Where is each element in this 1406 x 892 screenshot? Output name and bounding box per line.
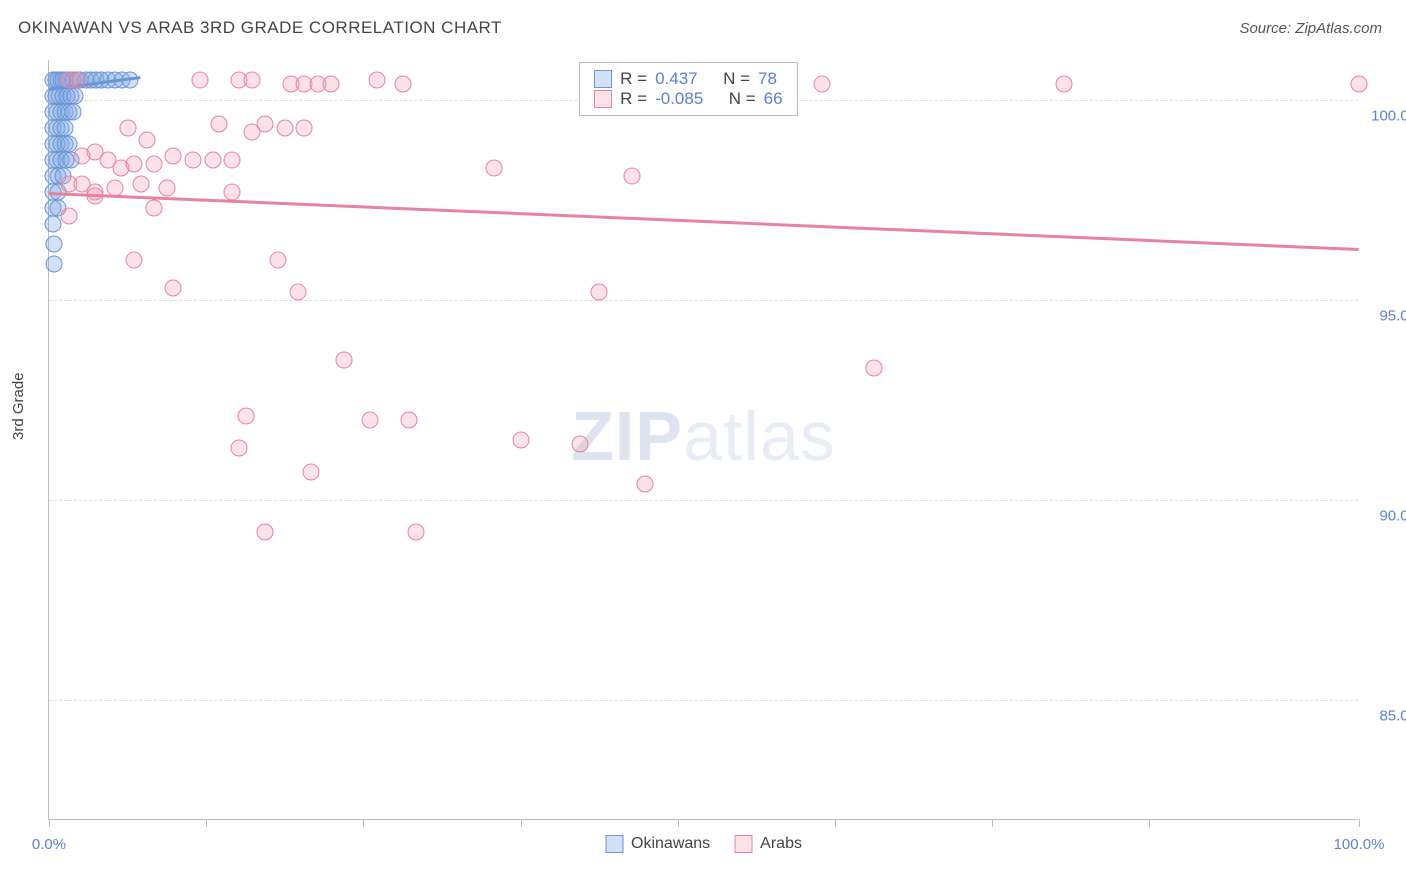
data-point — [623, 168, 640, 185]
x-tick — [835, 819, 836, 827]
data-point — [158, 180, 175, 197]
legend-row: R = -0.085 N = 66 — [594, 89, 782, 109]
legend-n-value: 66 — [764, 89, 783, 109]
data-point — [211, 116, 228, 133]
data-point — [44, 216, 61, 233]
data-point — [185, 152, 202, 169]
series-legend-item: Okinawans — [605, 835, 710, 853]
data-point — [165, 148, 182, 165]
x-tick — [206, 819, 207, 827]
legend-r-value: 0.437 — [655, 69, 698, 89]
x-tick-label: 100.0% — [1334, 836, 1385, 853]
data-point — [56, 120, 73, 137]
data-point — [637, 476, 654, 493]
data-point — [237, 408, 254, 425]
x-tick-label: 0.0% — [32, 836, 66, 853]
data-point — [191, 72, 208, 89]
data-point — [244, 72, 261, 89]
series-name: Arabs — [760, 835, 802, 853]
data-point — [67, 88, 84, 105]
gridline — [49, 300, 1358, 301]
data-point — [165, 280, 182, 297]
data-point — [289, 284, 306, 301]
data-point — [361, 412, 378, 429]
y-tick-label: 90.0% — [1366, 508, 1406, 525]
data-point — [69, 72, 86, 89]
data-point — [368, 72, 385, 89]
x-tick — [521, 819, 522, 827]
legend-r-label: R = — [620, 89, 647, 109]
x-tick — [49, 819, 50, 827]
y-tick-label: 100.0% — [1366, 108, 1406, 125]
source-attribution: Source: ZipAtlas.com — [1239, 20, 1382, 37]
data-point — [394, 76, 411, 93]
x-tick — [1359, 819, 1360, 827]
data-point — [257, 524, 274, 541]
series-legend-item: Arabs — [734, 835, 802, 853]
stats-legend: R = 0.437 N = 78R = -0.085 N = 66 — [579, 62, 797, 116]
data-point — [303, 464, 320, 481]
x-tick — [678, 819, 679, 827]
data-point — [139, 132, 156, 149]
data-point — [145, 200, 162, 217]
data-point — [1351, 76, 1368, 93]
scatter-chart: ZIPatlas 85.0%90.0%95.0%100.0%0.0%100.0%… — [48, 60, 1358, 820]
data-point — [119, 120, 136, 137]
data-point — [866, 360, 883, 377]
data-point — [1056, 76, 1073, 93]
data-point — [132, 176, 149, 193]
data-point — [126, 156, 143, 173]
data-point — [230, 440, 247, 457]
data-point — [257, 116, 274, 133]
data-point — [571, 436, 588, 453]
legend-n-label: N = — [723, 69, 750, 89]
data-point — [813, 76, 830, 93]
x-tick — [363, 819, 364, 827]
legend-r-label: R = — [620, 69, 647, 89]
data-point — [335, 352, 352, 369]
data-point — [322, 76, 339, 93]
data-point — [224, 152, 241, 169]
x-tick — [1149, 819, 1150, 827]
y-axis-label: 3rd Grade — [10, 372, 27, 440]
gridline — [49, 500, 1358, 501]
data-point — [296, 120, 313, 137]
legend-swatch — [594, 90, 612, 108]
legend-r-value: -0.085 — [655, 89, 703, 109]
data-point — [46, 256, 63, 273]
x-tick — [992, 819, 993, 827]
legend-row: R = 0.437 N = 78 — [594, 69, 782, 89]
data-point — [224, 184, 241, 201]
legend-swatch — [734, 835, 752, 853]
data-point — [126, 252, 143, 269]
data-point — [270, 252, 287, 269]
data-point — [46, 236, 63, 253]
data-point — [276, 120, 293, 137]
data-point — [145, 156, 162, 173]
chart-title: OKINAWAN VS ARAB 3RD GRADE CORRELATION C… — [18, 18, 502, 38]
series-legend: Okinawans Arabs — [605, 835, 802, 853]
y-tick-label: 85.0% — [1366, 708, 1406, 725]
legend-n-value: 78 — [758, 69, 777, 89]
data-point — [407, 524, 424, 541]
y-tick-label: 95.0% — [1366, 308, 1406, 325]
legend-n-label: N = — [729, 89, 756, 109]
series-name: Okinawans — [631, 835, 710, 853]
data-point — [401, 412, 418, 429]
legend-swatch — [594, 70, 612, 88]
gridline — [49, 700, 1358, 701]
data-point — [60, 208, 77, 225]
data-point — [64, 104, 81, 121]
data-point — [591, 284, 608, 301]
watermark: ZIPatlas — [571, 396, 836, 476]
chart-header: OKINAWAN VS ARAB 3RD GRADE CORRELATION C… — [0, 0, 1406, 48]
data-point — [486, 160, 503, 177]
data-point — [512, 432, 529, 449]
regression-line — [49, 192, 1359, 250]
data-point — [204, 152, 221, 169]
legend-swatch — [605, 835, 623, 853]
